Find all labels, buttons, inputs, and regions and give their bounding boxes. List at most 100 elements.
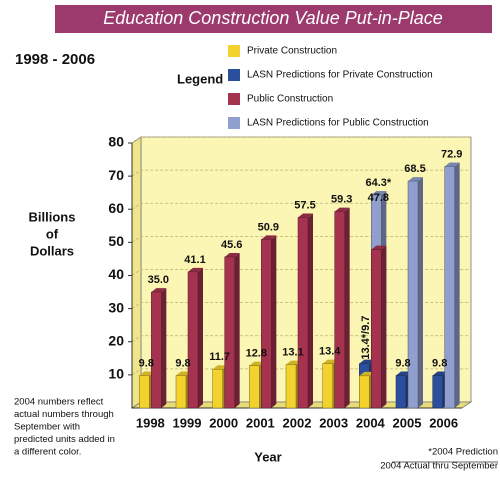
- note: a different color.: [14, 447, 81, 458]
- bar: [224, 256, 235, 409]
- bar: [359, 375, 370, 409]
- x-tick-label: 2002: [283, 415, 312, 430]
- grid-line: [131, 302, 471, 309]
- data-label: 9.8: [175, 357, 190, 369]
- grid-line: [131, 335, 471, 343]
- legend-label: LASN Predictions for Public Construction: [247, 118, 429, 129]
- bar-side: [234, 252, 240, 408]
- bar: [175, 375, 187, 409]
- chart-subtitle: 1998 - 2006: [15, 51, 95, 68]
- grid-line: [131, 202, 471, 210]
- bar-top: [261, 235, 277, 240]
- bar: [151, 291, 162, 409]
- bar: [139, 375, 150, 409]
- legend-swatch: [228, 69, 240, 81]
- bar: [187, 271, 199, 409]
- data-label: 9.8: [139, 357, 154, 369]
- data-label: 45.6: [221, 239, 242, 251]
- data-label: 35.0: [148, 274, 169, 286]
- bar: [261, 239, 272, 409]
- bar: [395, 375, 407, 409]
- grid-line: [131, 269, 471, 276]
- data-label: 11.7: [209, 351, 230, 363]
- bar-top: [188, 267, 203, 272]
- chart-title: Education Construction Value Put-in-Plac…: [103, 8, 443, 28]
- data-label: 41.1: [184, 254, 205, 266]
- bar-top: [249, 361, 265, 366]
- data-label: 50.9: [258, 221, 279, 233]
- bar-side: [454, 162, 460, 408]
- note: predicted units added in: [14, 434, 115, 445]
- x-tick-label: 2004: [356, 415, 386, 430]
- data-label: 13.4: [319, 346, 341, 358]
- x-tick-label: 1998: [136, 415, 165, 430]
- bar-side: [418, 177, 423, 408]
- bar-top: [286, 360, 301, 365]
- grid-line: [131, 236, 471, 243]
- grid-line: [131, 136, 471, 144]
- note: September with: [14, 422, 80, 433]
- bar-side: [344, 207, 350, 408]
- bar-top: [224, 252, 240, 257]
- legend-swatch: [228, 45, 240, 57]
- bar-side: [161, 288, 167, 408]
- bar-top: [371, 191, 387, 196]
- bar-side: [271, 235, 277, 408]
- y-tick-label: 50: [108, 233, 124, 249]
- grid-line: [131, 169, 471, 177]
- bar-top: [212, 365, 228, 370]
- legend-label: LASN Predictions for Private Constructio…: [247, 70, 433, 81]
- bar-top: [371, 245, 387, 250]
- bar-side: [308, 213, 313, 408]
- data-label: 72.9: [441, 148, 462, 160]
- bar-top: [322, 359, 338, 364]
- legend-swatch: [228, 117, 240, 129]
- note: actual numbers through: [14, 409, 114, 420]
- legend-title: Legend: [177, 71, 223, 86]
- x-tick-label: 2001: [246, 415, 275, 430]
- y-tick-label: 20: [108, 332, 124, 348]
- y-tick-label: 70: [108, 167, 124, 183]
- data-label: 64.3*: [365, 177, 391, 189]
- data-label: 9.8: [432, 357, 447, 369]
- y-tick-label: 30: [108, 299, 124, 315]
- x-tick-label: 2005: [393, 415, 422, 430]
- data-label: 57.5: [294, 199, 315, 211]
- y-tick-label: 40: [108, 266, 124, 282]
- x-tick-label: 2003: [319, 415, 348, 430]
- bar: [334, 211, 345, 409]
- bar: [297, 217, 309, 409]
- bar: [407, 180, 419, 409]
- bar-top: [396, 371, 411, 376]
- data-label: 13.4*/9.7: [360, 316, 372, 360]
- bar-top: [176, 371, 191, 376]
- bar: [212, 368, 223, 409]
- bar-side: [381, 245, 387, 408]
- legend-label: Public Construction: [247, 94, 333, 105]
- note: 2004 numbers reflect: [14, 397, 104, 408]
- data-label: 12.8: [246, 348, 267, 360]
- data-label: 47.8: [368, 192, 389, 204]
- bar-top: [444, 162, 460, 167]
- bar-top: [359, 359, 375, 364]
- y-tick-label: 60: [108, 200, 124, 216]
- footnote: *2004 Prediction: [428, 447, 498, 458]
- bar: [322, 363, 333, 409]
- bar: [371, 249, 382, 409]
- bar-top: [334, 207, 350, 212]
- y-tick-label: 80: [108, 134, 124, 150]
- x-tick-label: 2006: [429, 415, 458, 430]
- title-banner: [55, 5, 492, 33]
- bar-top: [298, 213, 313, 218]
- y-axis-label: Dollars: [30, 243, 74, 258]
- bar-top: [432, 371, 448, 376]
- bar-top: [139, 371, 155, 376]
- y-axis-label: Billions: [29, 209, 76, 224]
- bar: [285, 364, 297, 409]
- legend-label: Private Construction: [247, 46, 337, 57]
- data-label: 68.5: [404, 163, 425, 175]
- data-label: 13.1: [282, 347, 303, 359]
- y-axis-label: of: [46, 226, 59, 241]
- y-tick-label: 10: [108, 366, 124, 382]
